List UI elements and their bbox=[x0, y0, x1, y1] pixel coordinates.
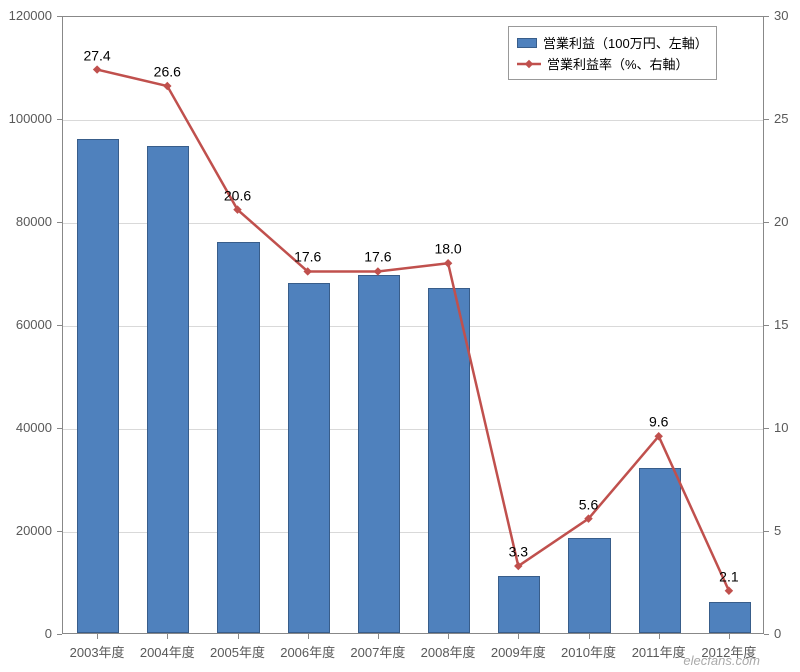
bar bbox=[428, 288, 470, 633]
legend-item-bar: 営業利益（100万円、左軸） bbox=[517, 33, 708, 52]
bar bbox=[639, 468, 681, 633]
tick-left bbox=[57, 325, 62, 326]
x-label: 2005年度 bbox=[210, 642, 265, 661]
line-data-label: 5.6 bbox=[579, 496, 598, 512]
legend-swatch-line-icon bbox=[517, 58, 541, 70]
tick-left bbox=[57, 634, 62, 635]
line-data-label: 26.6 bbox=[154, 64, 181, 80]
tick-left bbox=[57, 16, 62, 17]
x-label: 2004年度 bbox=[140, 642, 195, 661]
gridline bbox=[63, 120, 763, 121]
line-data-label: 17.6 bbox=[294, 249, 321, 265]
tick-bottom bbox=[659, 634, 660, 639]
y-left-label: 80000 bbox=[0, 214, 52, 229]
y-right-label: 25 bbox=[774, 111, 788, 126]
x-label: 2006年度 bbox=[280, 642, 335, 661]
legend-swatch-bar-icon bbox=[517, 38, 537, 48]
legend-label-line: 営業利益率（%、右軸） bbox=[547, 54, 689, 73]
tick-left bbox=[57, 531, 62, 532]
line-data-label: 9.6 bbox=[649, 414, 668, 430]
line-data-label: 27.4 bbox=[83, 47, 110, 63]
watermark: elecfans.com bbox=[683, 653, 760, 668]
y-right-label: 0 bbox=[774, 626, 781, 641]
line-data-label: 2.1 bbox=[719, 568, 738, 584]
line-data-label: 20.6 bbox=[224, 187, 251, 203]
plot-area bbox=[62, 16, 764, 634]
bar bbox=[358, 275, 400, 633]
tick-left bbox=[57, 119, 62, 120]
tick-bottom bbox=[518, 634, 519, 639]
bar bbox=[498, 576, 540, 633]
tick-left bbox=[57, 222, 62, 223]
y-right-label: 30 bbox=[774, 8, 788, 23]
bar bbox=[568, 538, 610, 633]
tick-right bbox=[764, 428, 769, 429]
y-right-label: 15 bbox=[774, 317, 788, 332]
y-right-label: 5 bbox=[774, 523, 781, 538]
tick-bottom bbox=[308, 634, 309, 639]
bar bbox=[709, 602, 751, 633]
bar bbox=[77, 139, 119, 633]
y-left-label: 40000 bbox=[0, 420, 52, 435]
tick-bottom bbox=[378, 634, 379, 639]
legend-label-bar: 営業利益（100万円、左軸） bbox=[543, 33, 708, 52]
x-label: 2007年度 bbox=[350, 642, 405, 661]
y-left-label: 20000 bbox=[0, 523, 52, 538]
bar bbox=[217, 242, 259, 633]
x-label: 2010年度 bbox=[561, 642, 616, 661]
tick-bottom bbox=[97, 634, 98, 639]
y-left-label: 120000 bbox=[0, 8, 52, 23]
y-right-label: 20 bbox=[774, 214, 788, 229]
tick-bottom bbox=[589, 634, 590, 639]
tick-bottom bbox=[448, 634, 449, 639]
legend-item-line: 営業利益率（%、右軸） bbox=[517, 54, 708, 73]
tick-right bbox=[764, 119, 769, 120]
y-left-label: 60000 bbox=[0, 317, 52, 332]
line-data-label: 3.3 bbox=[509, 544, 528, 560]
legend: 営業利益（100万円、左軸） 営業利益率（%、右軸） bbox=[508, 26, 717, 80]
tick-right bbox=[764, 531, 769, 532]
y-left-label: 0 bbox=[0, 626, 52, 641]
line-data-label: 17.6 bbox=[364, 249, 391, 265]
bar bbox=[288, 283, 330, 633]
x-label: 2003年度 bbox=[70, 642, 125, 661]
tick-bottom bbox=[729, 634, 730, 639]
x-label: 2009年度 bbox=[491, 642, 546, 661]
y-left-label: 100000 bbox=[0, 111, 52, 126]
line-data-label: 18.0 bbox=[434, 241, 461, 257]
x-label: 2011年度 bbox=[632, 642, 686, 661]
tick-right bbox=[764, 325, 769, 326]
y-right-label: 10 bbox=[774, 420, 788, 435]
tick-right bbox=[764, 634, 769, 635]
tick-left bbox=[57, 428, 62, 429]
tick-right bbox=[764, 222, 769, 223]
x-label: 2008年度 bbox=[421, 642, 476, 661]
tick-bottom bbox=[167, 634, 168, 639]
chart-container: 0 0 20000 5 40000 10 60000 15 80000 20 100000 25 120… bbox=[0, 0, 800, 672]
tick-right bbox=[764, 16, 769, 17]
bar bbox=[147, 146, 189, 633]
tick-bottom bbox=[238, 634, 239, 639]
